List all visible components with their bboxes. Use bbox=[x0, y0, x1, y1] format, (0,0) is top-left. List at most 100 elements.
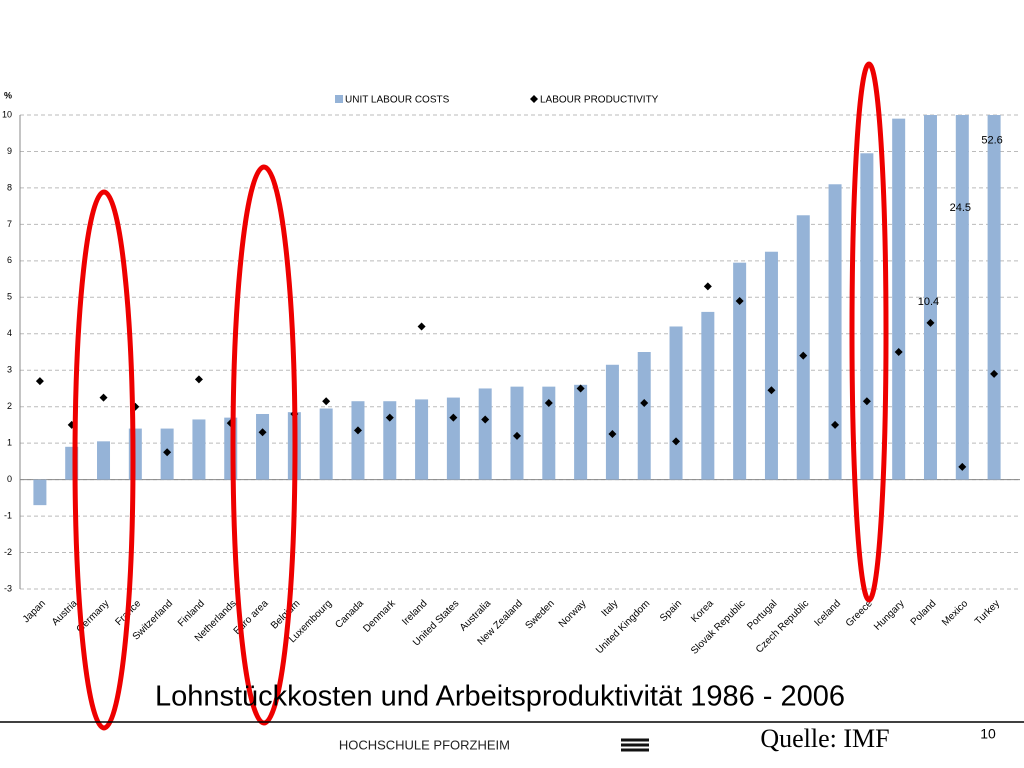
bar bbox=[892, 118, 906, 480]
bar bbox=[764, 251, 778, 480]
bar bbox=[192, 419, 206, 480]
x-tick-label: Italy bbox=[600, 598, 621, 619]
bar bbox=[637, 352, 651, 480]
diamond bbox=[385, 413, 394, 422]
diamond bbox=[35, 377, 44, 386]
bar bbox=[669, 326, 683, 480]
y-tick-label: 0 bbox=[7, 474, 12, 484]
y-tick-label: 3 bbox=[7, 365, 12, 375]
diamond bbox=[640, 399, 649, 408]
diamond bbox=[990, 369, 999, 378]
data-label: 10.4 bbox=[918, 296, 939, 308]
x-tick-label: Turkey bbox=[973, 598, 1002, 627]
source: Quelle: IMF bbox=[760, 724, 889, 753]
bar bbox=[701, 311, 715, 480]
highlight bbox=[230, 164, 298, 726]
bar bbox=[955, 115, 969, 480]
y-tick-label: 2 bbox=[7, 401, 12, 411]
bar bbox=[542, 386, 556, 480]
bar bbox=[256, 413, 270, 480]
y-tick-label: 7 bbox=[7, 219, 12, 229]
diamond bbox=[163, 448, 172, 457]
bar bbox=[923, 115, 937, 480]
diamond bbox=[576, 384, 585, 393]
caption: Lohnstückkosten und Arbeitsproduktivität… bbox=[155, 681, 845, 713]
x-tick-label: Iceland bbox=[812, 598, 843, 629]
y-tick-label: -2 bbox=[4, 547, 12, 557]
diamond bbox=[544, 399, 553, 408]
x-tick-label: Mexico bbox=[940, 598, 970, 628]
bar bbox=[796, 215, 810, 480]
bar bbox=[860, 153, 874, 480]
legend-swatch bbox=[530, 95, 538, 103]
y-axis-label: % bbox=[4, 90, 12, 100]
bar bbox=[574, 384, 588, 480]
x-tick-label: Poland bbox=[909, 598, 939, 628]
data-label: 24.5 bbox=[950, 202, 971, 214]
x-tick-label: Korea bbox=[689, 598, 716, 625]
y-tick-label: 1 bbox=[7, 438, 12, 448]
x-tick-label: Ireland bbox=[400, 598, 429, 627]
y-tick-label: 4 bbox=[7, 328, 12, 338]
diamond bbox=[767, 386, 776, 395]
diamond bbox=[703, 282, 712, 291]
diamond bbox=[894, 348, 903, 356]
bar bbox=[446, 397, 460, 480]
x-tick-label: Denmark bbox=[361, 598, 398, 635]
logo bbox=[621, 738, 649, 752]
y-tick-label: 5 bbox=[7, 292, 12, 302]
diamond bbox=[608, 430, 617, 439]
x-tick-label: Greece bbox=[844, 598, 875, 629]
y-tick-label: 10 bbox=[2, 109, 12, 119]
diamond bbox=[958, 462, 967, 471]
bar bbox=[33, 479, 47, 506]
bar bbox=[828, 184, 842, 480]
diamond bbox=[926, 318, 935, 327]
bar bbox=[605, 364, 619, 480]
x-tick-label: Spain bbox=[658, 598, 684, 624]
diamond bbox=[258, 428, 267, 437]
legend-label: LABOUR PRODUCTIVITY bbox=[540, 95, 659, 106]
bar bbox=[351, 401, 365, 480]
diamond bbox=[831, 420, 840, 429]
diamond bbox=[799, 351, 808, 360]
highlight bbox=[849, 61, 889, 603]
bar bbox=[733, 262, 747, 480]
legend-label: UNIT LABOUR COSTS bbox=[345, 95, 450, 106]
diamond bbox=[99, 393, 108, 402]
bar bbox=[415, 399, 429, 480]
x-tick-label: Sweden bbox=[523, 598, 556, 631]
diamond bbox=[322, 397, 331, 406]
page-number: 10 bbox=[980, 726, 996, 742]
y-tick-label: -3 bbox=[4, 583, 12, 593]
diamond bbox=[481, 415, 490, 424]
x-tick-label: Finland bbox=[176, 598, 207, 629]
bar bbox=[478, 388, 492, 480]
bar bbox=[383, 401, 397, 480]
y-tick-label: 8 bbox=[7, 182, 12, 192]
diamond bbox=[513, 431, 521, 440]
bar bbox=[97, 441, 111, 480]
x-tick-label: Austria bbox=[50, 598, 80, 628]
x-tick-label: Norway bbox=[557, 598, 589, 630]
diamond bbox=[735, 296, 744, 305]
y-tick-label: -1 bbox=[4, 510, 12, 520]
institution: HOCHSCHULE PFORZHEIM bbox=[339, 737, 510, 752]
x-tick-label: Hungary bbox=[872, 598, 907, 633]
x-tick-label: Japan bbox=[21, 598, 48, 625]
highlight bbox=[72, 189, 136, 731]
bar bbox=[987, 115, 1001, 480]
bar bbox=[319, 408, 333, 480]
diamond bbox=[862, 397, 871, 406]
diamond bbox=[417, 322, 426, 331]
y-tick-label: 9 bbox=[7, 146, 12, 156]
diamond bbox=[194, 375, 203, 384]
y-tick-label: 6 bbox=[7, 255, 12, 265]
diamond bbox=[449, 413, 458, 422]
data-label: 52.6 bbox=[981, 135, 1002, 147]
diamond bbox=[353, 426, 362, 435]
legend-swatch bbox=[335, 95, 343, 103]
diamond bbox=[672, 437, 681, 446]
